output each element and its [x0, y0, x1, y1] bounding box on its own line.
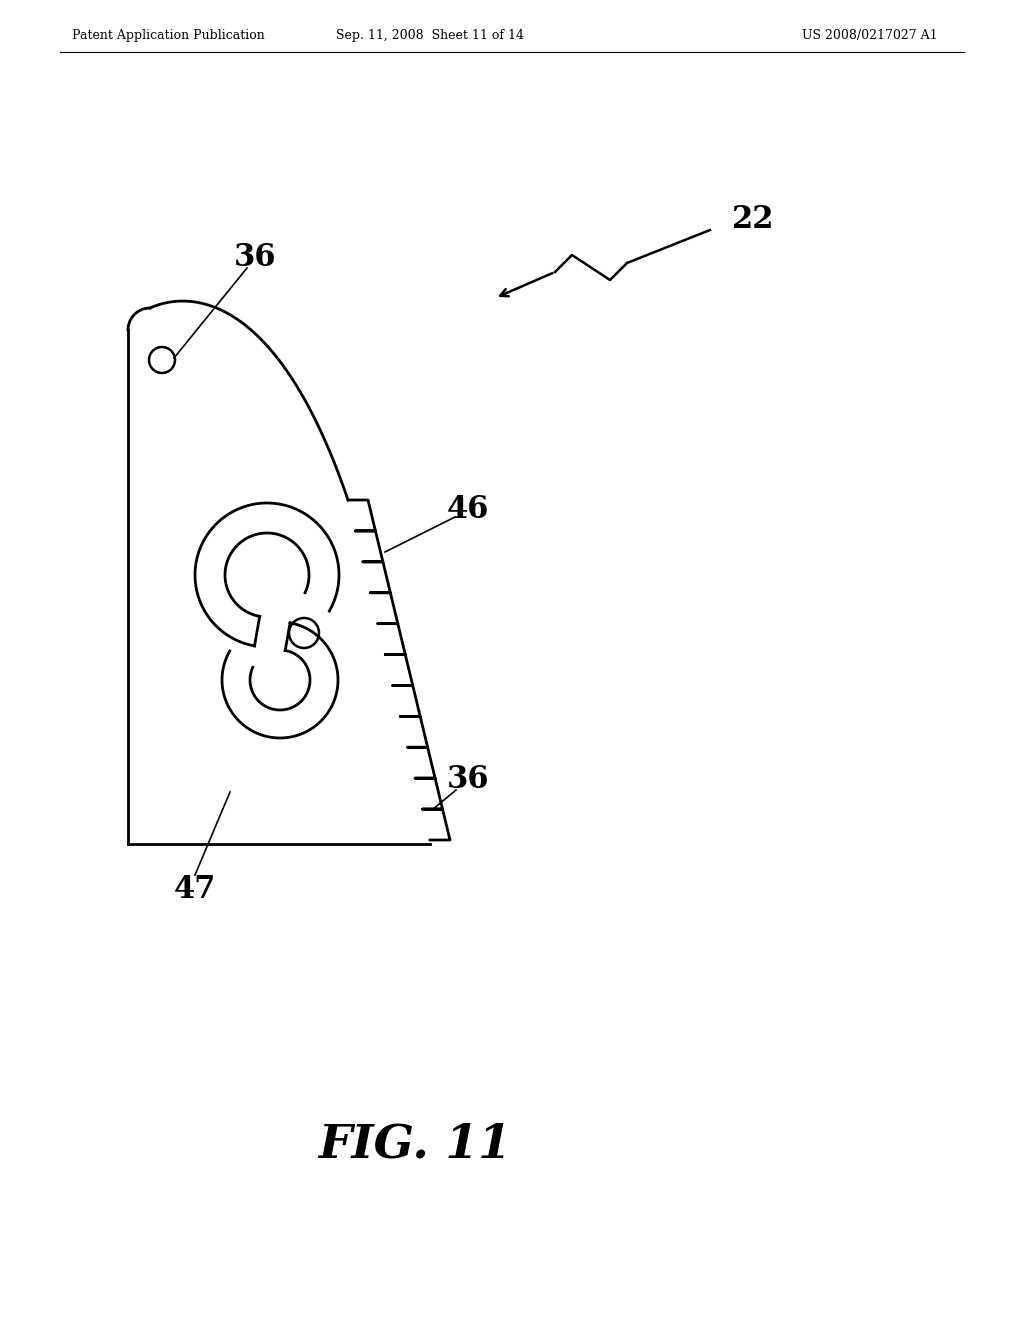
- Text: 47: 47: [174, 874, 216, 906]
- Text: Patent Application Publication: Patent Application Publication: [72, 29, 265, 41]
- Text: 22: 22: [732, 205, 774, 235]
- Text: Sep. 11, 2008  Sheet 11 of 14: Sep. 11, 2008 Sheet 11 of 14: [336, 29, 524, 41]
- Text: 36: 36: [446, 764, 489, 796]
- Text: 46: 46: [446, 495, 489, 525]
- Text: US 2008/0217027 A1: US 2008/0217027 A1: [802, 29, 938, 41]
- Text: FIG. 11: FIG. 11: [318, 1122, 512, 1168]
- Text: 36: 36: [233, 243, 276, 273]
